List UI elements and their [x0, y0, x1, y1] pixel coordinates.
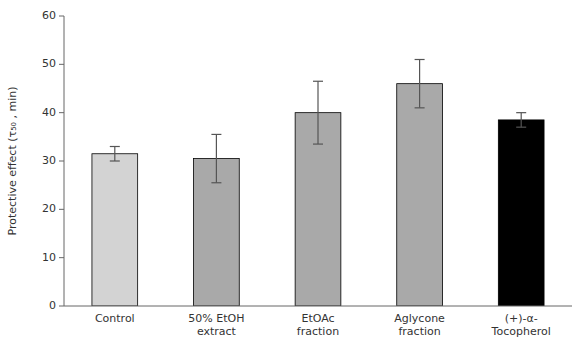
x-tick-label-line: Aglycone: [394, 312, 445, 325]
error-bar-line: [419, 60, 420, 108]
error-bar-cap: [313, 143, 323, 144]
x-tick-label: (+)-α-Tocopherol: [491, 312, 551, 338]
x-tick-label-line: fraction: [297, 325, 339, 338]
y-tick: [59, 16, 64, 17]
y-tick-label: 10: [42, 251, 56, 264]
y-tick-label: 30: [42, 154, 56, 167]
y-tick: [59, 64, 64, 65]
bar: [92, 154, 138, 306]
chart-container: 0 10 20 30 40 50 60 Protective effect (τ₅₀ , mi…: [0, 0, 588, 358]
y-tick: [59, 257, 64, 258]
x-tick-label: 50% EtOHextract: [188, 312, 244, 338]
error-bar-cap: [516, 112, 526, 113]
y-tick: [59, 112, 64, 113]
error-bar-cap: [110, 146, 120, 147]
x-tick-label: Aglyconefraction: [394, 312, 445, 338]
y-tick-label: 50: [42, 57, 56, 70]
error-bar-cap: [415, 107, 425, 108]
x-tick-label-line: Control: [95, 312, 135, 325]
x-tick-label: Control: [95, 312, 135, 325]
chart-svg: 0 10 20 30 40 50 60 Protective effect (τ₅₀ , mi…: [0, 0, 588, 358]
error-bar-line: [216, 134, 217, 182]
plot-marks: [92, 60, 544, 307]
error-bar: [415, 60, 425, 108]
error-bar-line: [317, 81, 318, 144]
error-bar-cap: [110, 160, 120, 161]
y-axis-label: Protective effect (τ₅₀ , min): [6, 87, 19, 236]
y-tick-label: 40: [42, 106, 56, 119]
x-tick-label-line: EtOAc: [301, 312, 334, 325]
y-tick-label: 0: [49, 299, 56, 312]
y-tick: [59, 306, 64, 307]
error-bar-line: [114, 147, 115, 162]
error-bar: [516, 113, 526, 128]
error-bar-cap: [415, 59, 425, 60]
x-tick-label-line: extract: [197, 325, 237, 338]
error-bar-line: [521, 113, 522, 128]
x-tick-label-line: 50% EtOH: [188, 312, 244, 325]
error-bar-cap: [516, 127, 526, 128]
y-tick: [59, 209, 64, 210]
bar: [498, 120, 544, 306]
error-bar-cap: [211, 134, 221, 135]
x-axis-line: [64, 306, 572, 307]
error-bar-cap: [211, 182, 221, 183]
x-tick-label: EtOAcfraction: [297, 312, 339, 338]
y-tick-label: 60: [42, 9, 56, 22]
x-axis: Control50% EtOHextractEtOAcfractionAglyc…: [95, 312, 551, 338]
y-tick-label: 20: [42, 202, 56, 215]
y-axis: 0 10 20 30 40 50 60: [42, 9, 64, 312]
error-bar: [110, 147, 120, 162]
error-bar-cap: [313, 81, 323, 82]
x-tick-label-line: Tocopherol: [491, 325, 551, 338]
error-bar: [211, 134, 221, 182]
error-bar: [313, 81, 323, 144]
y-axis-line: [64, 16, 65, 306]
x-tick-label-line: fraction: [398, 325, 440, 338]
x-tick-label-line: (+)-α-: [505, 312, 538, 325]
y-tick: [59, 161, 64, 162]
bar: [397, 84, 443, 306]
